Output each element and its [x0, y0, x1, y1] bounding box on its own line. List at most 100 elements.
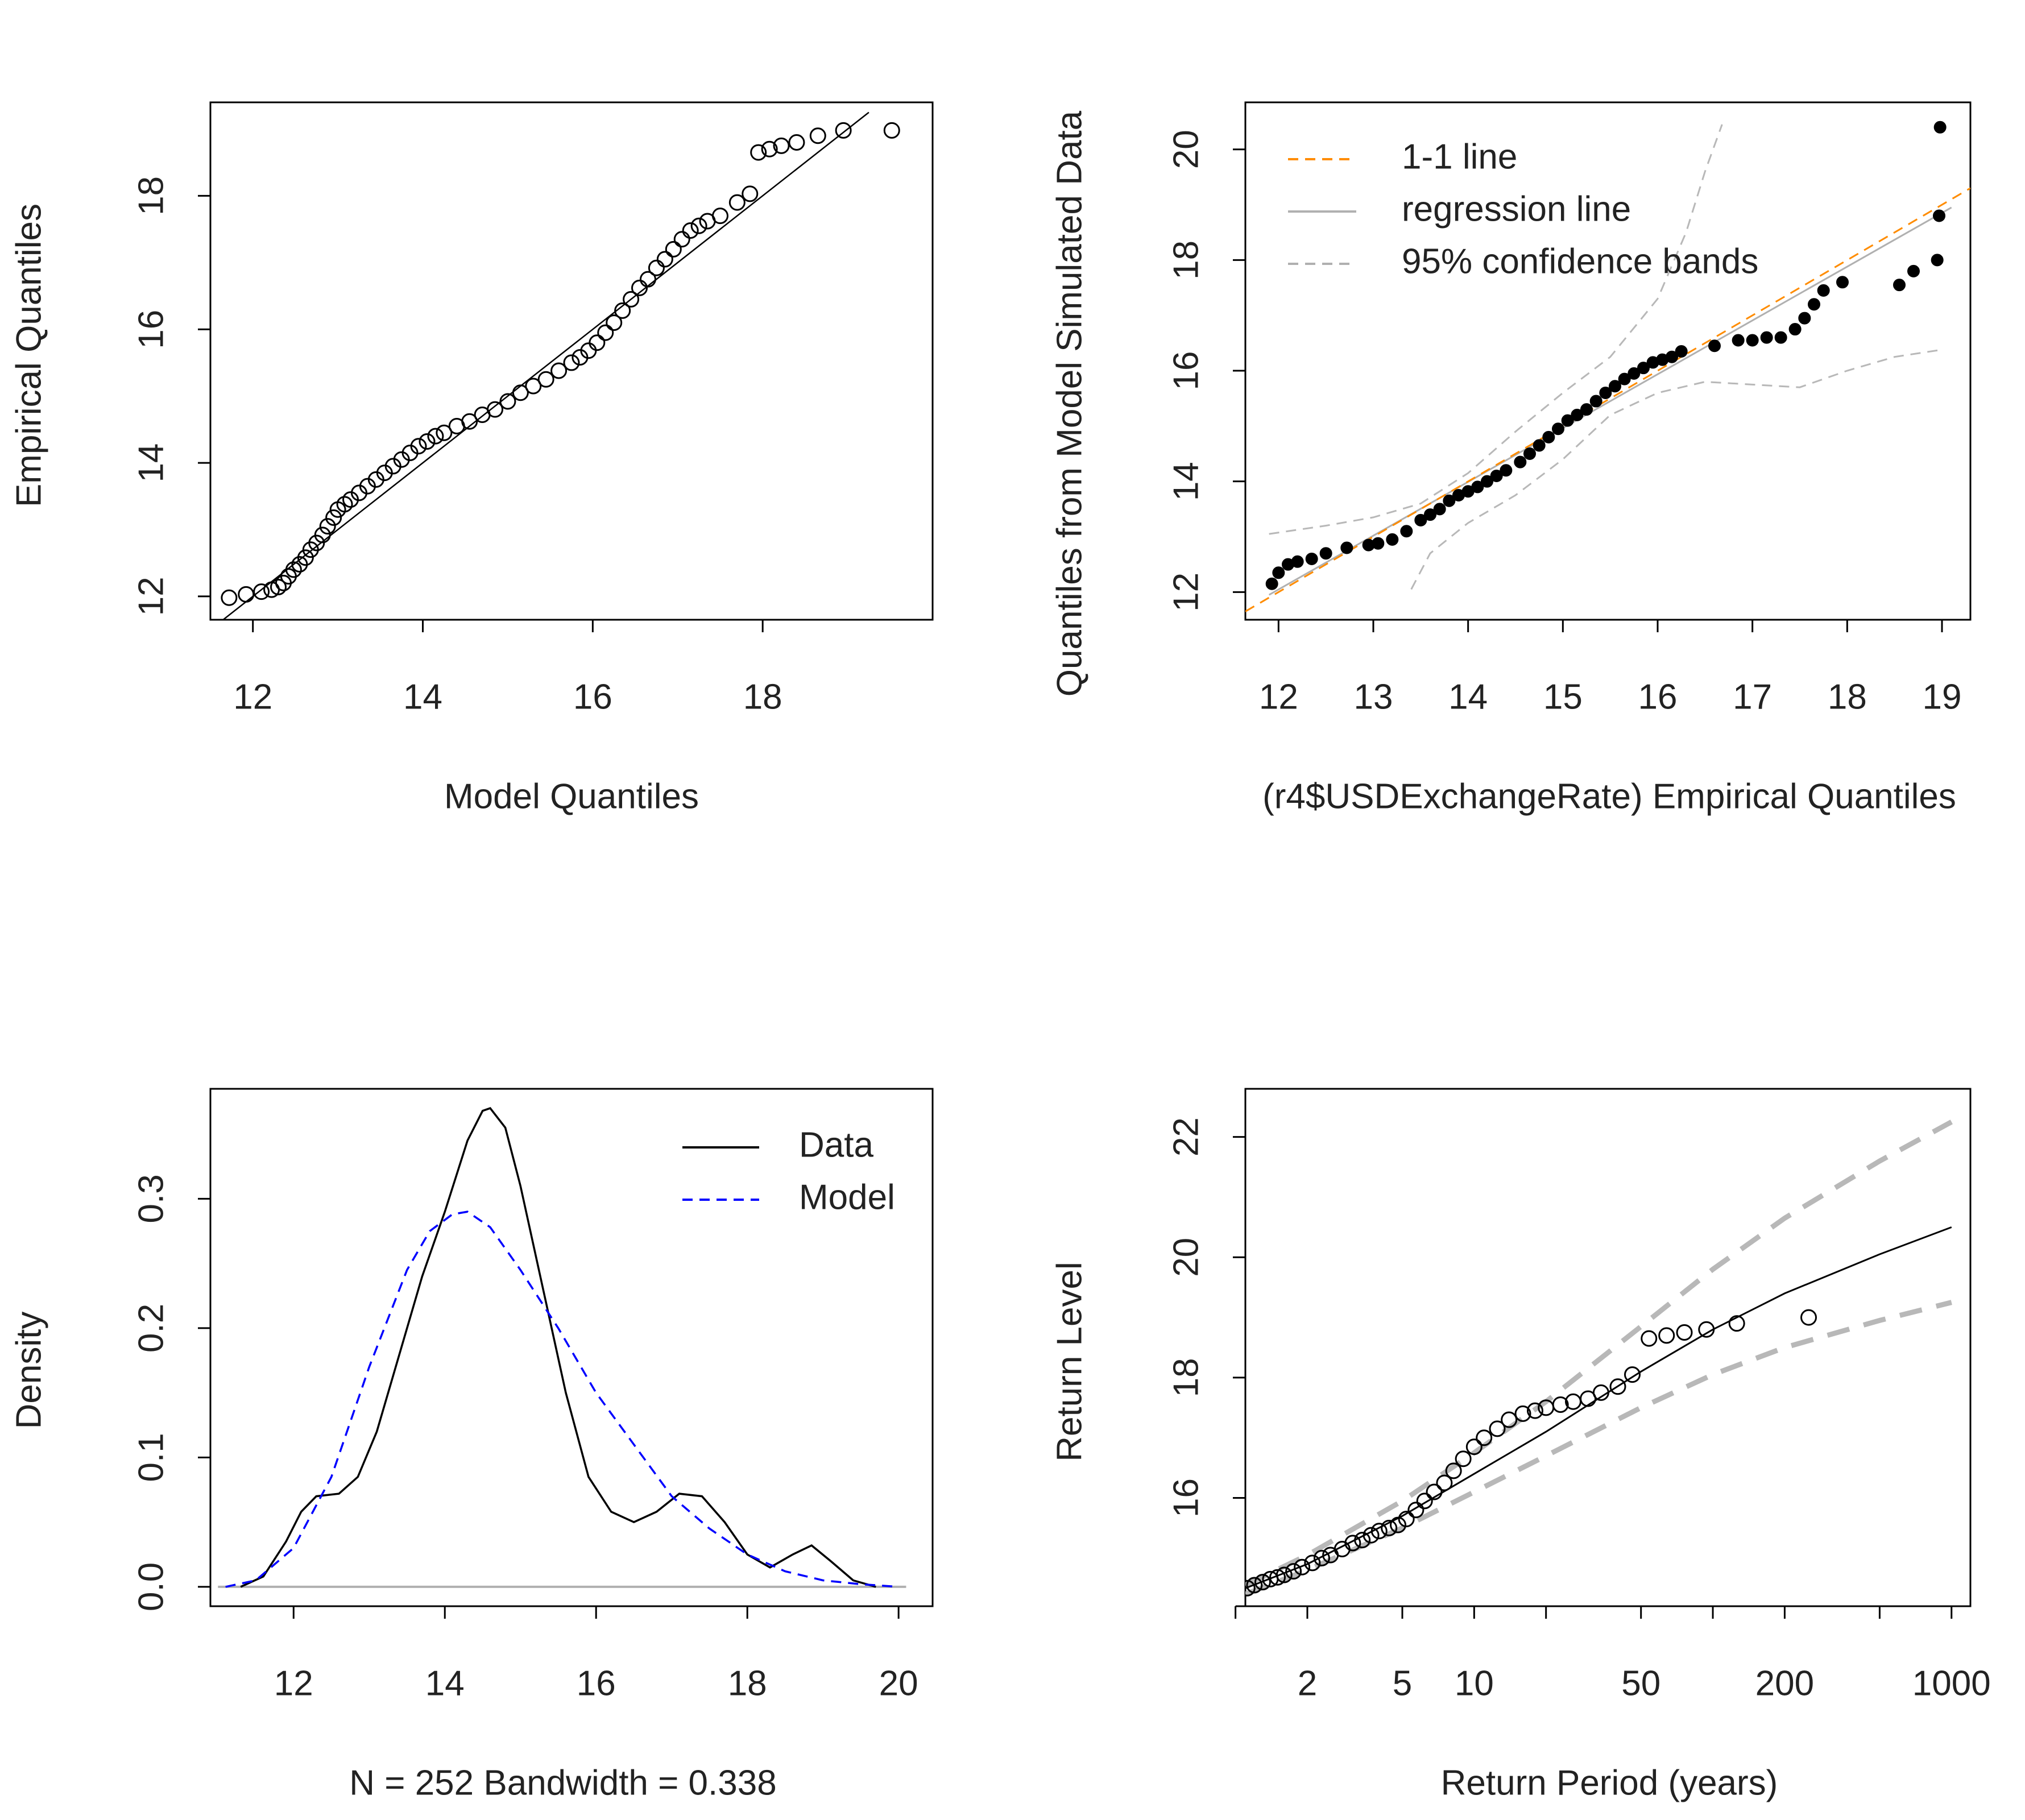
- y-tick-label: 20: [1166, 130, 1206, 169]
- data-point: [1746, 334, 1759, 347]
- x-axis-label: N = 252 Bandwidth = 0.338: [349, 1763, 776, 1802]
- x-axis-label: (r4$USDExchangeRate) Empirical Quantiles: [1262, 777, 1956, 816]
- upper-confidence-band: [1269, 124, 1723, 535]
- legend-label: regression line: [1402, 189, 1631, 229]
- data-point: [1552, 1396, 1569, 1413]
- data-point: [809, 127, 826, 144]
- legend-label: Model: [799, 1178, 895, 1217]
- data-point: [656, 251, 673, 268]
- data-point: [563, 354, 580, 371]
- data-point: [1476, 1429, 1493, 1446]
- x-tick-label: 14: [425, 1664, 465, 1703]
- data-point: [1552, 422, 1564, 436]
- data-point: [623, 291, 640, 308]
- data-point: [1416, 1493, 1433, 1510]
- x-tick-label: 17: [1733, 677, 1772, 716]
- x-tick-label: 16: [573, 677, 612, 716]
- data-point: [1675, 345, 1688, 358]
- data-point: [1533, 439, 1546, 452]
- data-point: [1285, 1563, 1302, 1580]
- data-point: [665, 241, 682, 258]
- data-point: [606, 314, 623, 331]
- data-point: [1407, 1502, 1424, 1519]
- data-point: [253, 583, 270, 600]
- data-point: [1265, 577, 1278, 590]
- plot-frame: [209, 1088, 934, 1607]
- legend-label: 95% confidence bands: [1402, 242, 1758, 281]
- y-axis-label: Quantiles from Model Simulated Data: [1050, 110, 1089, 697]
- data-point: [750, 144, 767, 161]
- y-tick-label: 0.1: [131, 1433, 171, 1482]
- x-tick-label: 18: [1828, 677, 1867, 716]
- y-tick-label: 18: [1166, 241, 1206, 280]
- x-tick-label: 13: [1354, 677, 1393, 716]
- plot-area: [1245, 121, 1970, 612]
- data-point: [1305, 552, 1318, 565]
- data-point: [537, 371, 554, 388]
- data-point: [639, 271, 656, 288]
- data-point: [1370, 1523, 1388, 1540]
- data-point: [1788, 323, 1802, 336]
- y-tick-label: 16: [1166, 351, 1206, 391]
- data-point: [1732, 334, 1745, 347]
- data-point: [1481, 475, 1493, 488]
- x-tick-label: 16: [1638, 677, 1678, 716]
- data-point: [512, 384, 529, 401]
- data-point: [525, 378, 542, 395]
- plot-area: [1245, 1120, 1953, 1597]
- data-point: [1245, 1579, 1256, 1597]
- x-tick-label: 15: [1543, 677, 1583, 716]
- y-tick-label: 14: [1166, 462, 1206, 501]
- data-point: [1676, 1324, 1693, 1341]
- lower-confidence-band: [1410, 349, 1943, 590]
- data-point: [1291, 555, 1304, 568]
- data-point: [1400, 525, 1413, 538]
- data-point: [1760, 331, 1773, 344]
- data-point: [1561, 414, 1574, 427]
- data-point: [1523, 447, 1536, 461]
- data-point: [1609, 380, 1621, 393]
- data-point: [1490, 469, 1503, 482]
- data-point: [1708, 339, 1721, 353]
- data-point: [1489, 1420, 1506, 1437]
- y-tick-label: 22: [1166, 1117, 1206, 1156]
- data-point: [742, 185, 759, 202]
- data-point: [1414, 513, 1427, 526]
- data-point: [1340, 541, 1353, 554]
- data-point: [597, 324, 614, 341]
- y-tick-label: 12: [131, 577, 171, 616]
- data-point: [614, 302, 631, 319]
- y-tick-label: 0.0: [131, 1562, 171, 1611]
- data-point: [1698, 1321, 1715, 1338]
- legend-label: 1-1 line: [1402, 137, 1517, 176]
- x-tick-label: 12: [274, 1664, 313, 1703]
- legend-label: Data: [799, 1125, 873, 1164]
- y-axis-label: Empirical Quantiles: [9, 204, 48, 507]
- data-point: [648, 259, 665, 276]
- data-point: [1542, 430, 1555, 443]
- data-point: [1637, 362, 1650, 375]
- data-point: [711, 208, 728, 225]
- x-tick-label: 20: [879, 1664, 918, 1703]
- x-tick-label: 5: [1393, 1664, 1412, 1703]
- data-point: [1808, 298, 1820, 311]
- data-point: [1933, 209, 1945, 222]
- data-point: [1526, 1402, 1543, 1419]
- data-point: [1363, 1527, 1380, 1544]
- data-point: [499, 393, 516, 410]
- y-tick-label: 0.3: [131, 1174, 171, 1223]
- x-tick-label: 18: [728, 1664, 767, 1703]
- data-point: [221, 589, 238, 606]
- data-point: [1514, 1405, 1531, 1422]
- data-point: [427, 428, 444, 445]
- x-tick-label: 12: [233, 677, 272, 716]
- data-point: [297, 549, 314, 566]
- data-point: [1628, 367, 1641, 380]
- y-tick-label: 16: [1166, 1478, 1206, 1518]
- x-tick-label: 19: [1923, 677, 1962, 716]
- data-point: [1272, 566, 1285, 579]
- data-point: [1836, 276, 1849, 289]
- data-point: [883, 122, 900, 139]
- data-point: [325, 509, 342, 526]
- data-point: [270, 578, 287, 595]
